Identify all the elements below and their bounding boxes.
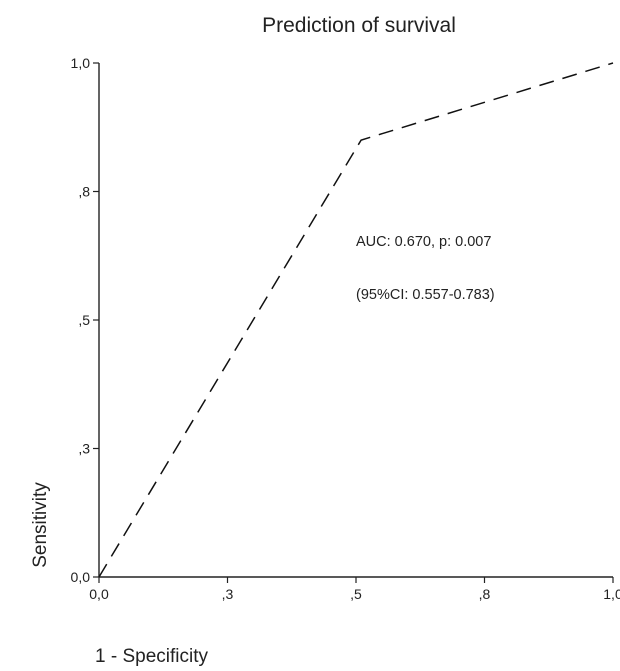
axes	[98, 63, 613, 578]
x-axis-label: 1 - Specificity	[95, 646, 208, 667]
y-tick-label: 0,0	[71, 569, 91, 585]
x-tick-label: ,5	[350, 586, 362, 602]
x-tick-label: ,8	[479, 586, 491, 602]
x-tick-label: 0,0	[89, 586, 109, 602]
auc-annotation: AUC: 0.670, p: 0.007	[356, 234, 491, 250]
y-tick-label: ,3	[78, 441, 90, 457]
chart-title: Prediction of survival	[262, 14, 456, 37]
y-tick-label: 1,0	[71, 55, 91, 71]
axis-ticks: 0,0 ,3 ,5 ,8 1,0 0,0 ,3 ,5 ,8 1,0	[71, 55, 620, 602]
y-tick-label: ,8	[78, 184, 90, 200]
roc-curve-line	[98, 62, 614, 578]
y-tick-label: ,5	[78, 312, 90, 328]
y-axis-label: Sensitivity	[30, 482, 51, 568]
x-tick-label: 1,0	[603, 586, 620, 602]
plot-area	[98, 62, 614, 578]
x-tick-label: ,3	[222, 586, 234, 602]
ci-annotation: (95%CI: 0.557-0.783)	[356, 287, 495, 303]
